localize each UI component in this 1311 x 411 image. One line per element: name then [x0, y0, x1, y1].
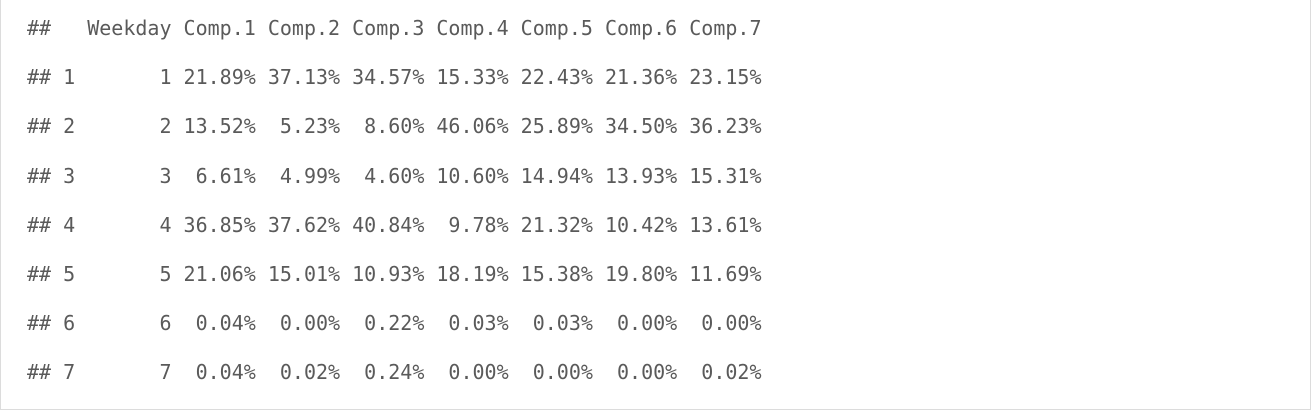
table-row-3: ## 3 3 6.61% 4.99% 4.60% 10.60% 14.94% 1…	[27, 163, 762, 188]
table-row-2: ## 2 2 13.52% 5.23% 8.60% 46.06% 25.89% …	[27, 114, 762, 139]
table-header-line: ## Weekday Comp.1 Comp.2 Comp.3 Comp.4 C…	[27, 16, 762, 40]
table-row-5: ## 5 5 21.06% 15.01% 10.93% 18.19% 15.38…	[27, 261, 762, 286]
table-row-7: ## 7 7 0.04% 0.02% 0.24% 0.00% 0.00% 0.0…	[27, 360, 762, 385]
console-output-text: ## Weekday Comp.1 Comp.2 Comp.3 Comp.4 C…	[27, 4, 762, 398]
table-row-4: ## 4 4 36.85% 37.62% 40.84% 9.78% 21.32%…	[27, 212, 762, 237]
table-row-6: ## 6 6 0.04% 0.00% 0.22% 0.03% 0.03% 0.0…	[27, 311, 762, 336]
table-row-1: ## 1 1 21.89% 37.13% 34.57% 15.33% 22.43…	[27, 65, 762, 90]
